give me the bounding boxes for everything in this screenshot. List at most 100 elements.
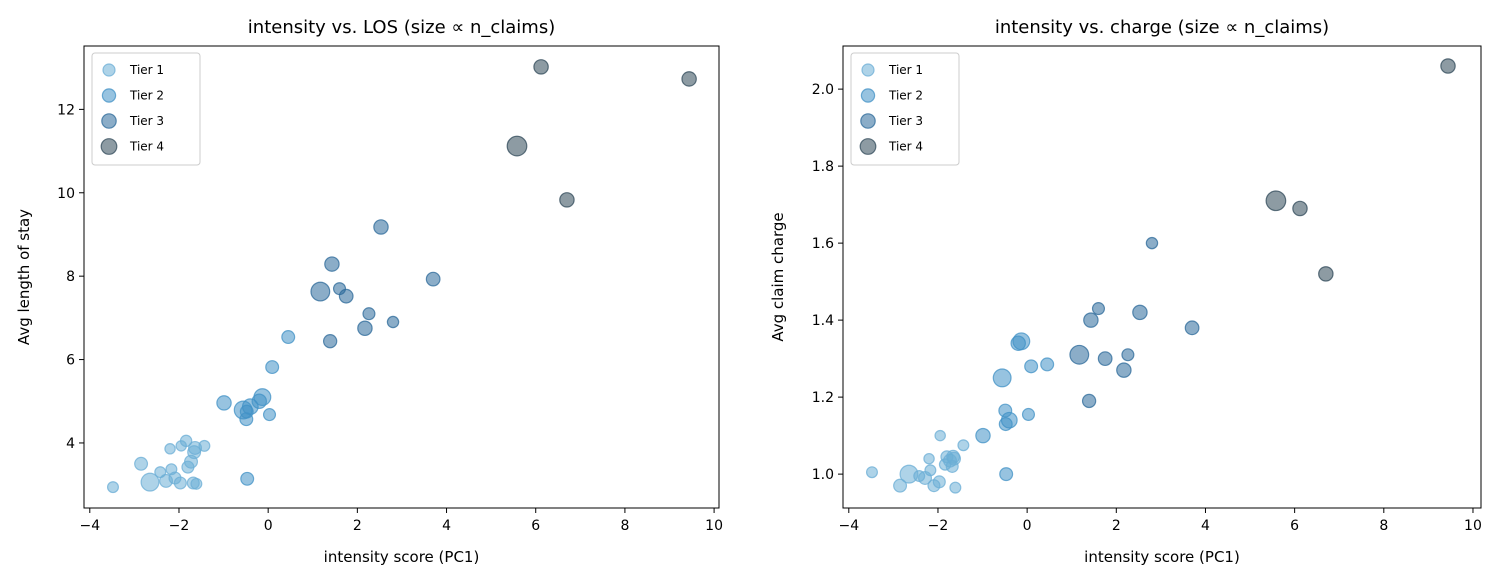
data-point xyxy=(1069,344,1090,365)
x-axis-label: intensity score (PC1) xyxy=(1084,548,1240,566)
data-point xyxy=(893,478,908,493)
data-point xyxy=(533,59,549,75)
data-point xyxy=(924,464,937,477)
data-point xyxy=(1265,190,1287,212)
points xyxy=(865,58,1456,494)
legend-label: Tier 4 xyxy=(129,140,164,154)
data-point xyxy=(357,320,373,337)
x-tick-label: 4 xyxy=(1201,518,1210,534)
x-tick-label: −4 xyxy=(838,518,859,534)
legend-marker xyxy=(102,63,116,77)
data-point xyxy=(322,334,338,349)
y-tick-label: 1.4 xyxy=(812,313,834,329)
y-axis-label: Avg claim charge xyxy=(769,212,787,341)
legend-label: Tier 1 xyxy=(888,63,923,77)
data-point xyxy=(1024,359,1039,374)
x-tick-label: 2 xyxy=(353,518,362,534)
data-point xyxy=(134,456,149,471)
data-point xyxy=(1021,407,1036,421)
y-tick-label: 1.6 xyxy=(812,236,834,252)
data-point xyxy=(1440,58,1456,74)
x-tick-label: 4 xyxy=(442,518,451,534)
legend-marker xyxy=(861,63,875,77)
data-point xyxy=(945,459,959,473)
chart-panel-1: −4 −2 0 2 4 6 8 10 4 6 8 10 12 intensity vs. LOS (siz… xyxy=(15,17,723,566)
data-point xyxy=(164,443,176,455)
data-point xyxy=(265,360,280,375)
data-point xyxy=(559,192,575,208)
data-point xyxy=(362,307,376,321)
axes-frame xyxy=(842,45,1482,509)
data-point xyxy=(957,439,970,452)
data-point xyxy=(923,452,935,465)
chart-panel-2: −4 −2 0 2 4 6 8 10 1.0 1.2 1.4 1.6 1.8 2.0 intensity v… xyxy=(769,17,1482,566)
data-point xyxy=(262,408,277,422)
data-point xyxy=(310,281,331,302)
data-point xyxy=(324,256,340,272)
x-tick-label: 6 xyxy=(531,518,540,534)
data-point xyxy=(949,481,962,494)
x-tick-label: −2 xyxy=(928,518,949,534)
data-point xyxy=(998,417,1013,432)
x-tick-label: −4 xyxy=(79,518,100,534)
legend-label: Tier 3 xyxy=(888,114,923,128)
data-point xyxy=(373,219,389,235)
y-axis-label: Avg length of stay xyxy=(15,209,33,345)
chart-title: intensity vs. charge (size ∝ n_claims) xyxy=(995,17,1329,38)
data-point xyxy=(1010,335,1026,351)
data-point xyxy=(1116,362,1132,378)
legend-box xyxy=(91,52,201,166)
data-point xyxy=(1091,302,1106,316)
data-point xyxy=(999,467,1014,482)
y-tick-label: 1.8 xyxy=(812,159,834,175)
legend-box xyxy=(850,52,960,166)
legend: Tier 1 Tier 2 Tier 3 Tier 4 xyxy=(850,52,960,166)
data-point xyxy=(216,395,232,411)
data-point xyxy=(386,315,400,329)
data-point xyxy=(1081,393,1097,409)
data-point xyxy=(106,481,119,494)
data-point xyxy=(281,330,296,345)
x-tick-label: 2 xyxy=(1112,518,1121,534)
y-tick-label: 1.2 xyxy=(812,390,834,406)
data-point xyxy=(681,71,697,87)
y-tick-label: 10 xyxy=(57,186,75,202)
legend-marker xyxy=(101,88,117,103)
data-point xyxy=(1184,320,1200,336)
chart-title: intensity vs. LOS (size ∝ n_claims) xyxy=(248,17,555,38)
data-point xyxy=(338,288,354,304)
y-tick-label: 4 xyxy=(66,436,75,452)
legend: Tier 1 Tier 2 Tier 3 Tier 4 xyxy=(91,52,201,166)
data-point xyxy=(240,471,255,486)
data-point xyxy=(140,472,160,492)
x-axis-label: intensity score (PC1) xyxy=(324,548,480,566)
x-tick-label: 10 xyxy=(705,518,723,534)
data-point xyxy=(1121,348,1135,362)
legend-label: Tier 1 xyxy=(129,63,164,77)
data-point xyxy=(1145,236,1159,250)
y-tick-label: 6 xyxy=(66,353,75,369)
legend-label: Tier 2 xyxy=(888,89,923,103)
legend-marker xyxy=(100,138,118,155)
data-point xyxy=(1083,312,1099,328)
data-point xyxy=(1097,351,1113,367)
data-point xyxy=(179,434,193,448)
data-point xyxy=(865,466,878,479)
x-tick-label: 8 xyxy=(620,518,629,534)
data-point xyxy=(190,477,203,490)
x-tick-label: 0 xyxy=(1023,518,1032,534)
data-point xyxy=(173,476,187,490)
x-tick-label: 6 xyxy=(1290,518,1299,534)
data-point xyxy=(992,368,1012,388)
data-point xyxy=(1040,357,1055,372)
data-point xyxy=(913,470,926,483)
data-point xyxy=(1132,304,1148,321)
data-point xyxy=(506,135,528,157)
data-point xyxy=(1292,200,1308,217)
points xyxy=(106,59,697,494)
y-tick-label: 12 xyxy=(57,102,75,118)
legend-marker xyxy=(860,113,876,129)
x-tick-label: −2 xyxy=(169,518,190,534)
data-point xyxy=(975,427,991,444)
